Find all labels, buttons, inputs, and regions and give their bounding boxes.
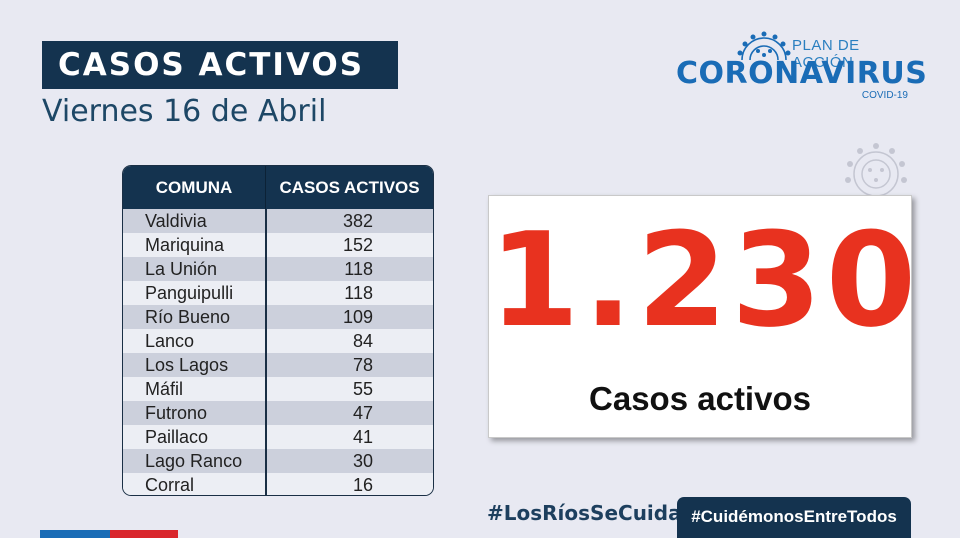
flag-bar-blue xyxy=(40,530,110,538)
table-row: Río Bueno 109 xyxy=(123,305,433,329)
casos-cell: 47 xyxy=(264,401,433,425)
table-row: Panguipulli 118 xyxy=(123,281,433,305)
casos-cell: 16 xyxy=(264,473,433,495)
table-header: COMUNA CASOS ACTIVOS xyxy=(123,166,433,209)
plan-logo: PLAN DE ACCIÓN CORONAVIRUS COVID-19 xyxy=(676,30,927,105)
table-row: Corral 16 xyxy=(123,473,433,495)
comuna-cell: Máfil xyxy=(145,379,184,399)
comuna-cell: Los Lagos xyxy=(145,355,229,375)
hashtag-los-rios: #LosRíosSeCuida xyxy=(487,501,682,525)
comuna-cell: Río Bueno xyxy=(145,307,231,327)
table-body: Valdivia 382 Mariquina 152 La Unión 118 Pan… xyxy=(123,209,433,495)
page-title: CASOS ACTIVOS xyxy=(42,41,398,89)
virus-decoration-icon xyxy=(845,143,907,197)
table-row: Máfil 55 xyxy=(123,377,433,401)
virus-icon xyxy=(737,31,791,60)
table-row: Mariquina 152 xyxy=(123,233,433,257)
comuna-cell: Mariquina xyxy=(145,235,225,255)
comuna-cell: Paillaco xyxy=(145,427,209,447)
hashtag-cuidemonos: #CuidémonosEntreTodos xyxy=(677,497,911,538)
logo-plan-text: PLAN DE ACCIÓN xyxy=(792,37,860,71)
table-row: Futrono 47 xyxy=(123,401,433,425)
cases-table: COMUNA CASOS ACTIVOS Valdivia 382 Mariqui… xyxy=(122,165,434,496)
total-cases-card: 1.230 Casos activos xyxy=(488,195,921,438)
header-casos-activos: CASOS ACTIVOS xyxy=(265,166,433,209)
table-row: Paillaco 41 xyxy=(123,425,433,449)
casos-cell: 41 xyxy=(264,425,433,449)
logo-coronavirus-text: CORONAVIRUS xyxy=(676,56,928,91)
casos-cell: 118 xyxy=(264,281,433,305)
casos-cell: 152 xyxy=(264,233,433,257)
comuna-cell: Panguipulli xyxy=(145,283,234,303)
casos-cell: 30 xyxy=(264,449,433,473)
casos-cell: 118 xyxy=(264,257,433,281)
table-row: Lago Ranco 30 xyxy=(123,449,433,473)
casos-cell: 109 xyxy=(264,305,433,329)
casos-cell: 55 xyxy=(264,377,433,401)
casos-cell: 78 xyxy=(264,353,433,377)
casos-cell: 84 xyxy=(264,329,433,353)
casos-cell: 382 xyxy=(264,209,433,233)
date-subtitle: Viernes 16 de Abril xyxy=(42,94,327,129)
table-row: La Unión 118 xyxy=(123,257,433,281)
comuna-cell: Corral xyxy=(145,475,195,495)
table-row: Lanco 84 xyxy=(123,329,433,353)
logo-covid-text: COVID-19 xyxy=(861,90,908,101)
table-row: Valdivia 382 xyxy=(123,209,433,233)
total-cases-label: Casos activos xyxy=(589,380,811,417)
comuna-cell: Futrono xyxy=(145,403,208,423)
comuna-cell: La Unión xyxy=(145,259,218,279)
comuna-cell: Valdivia xyxy=(145,211,207,231)
comuna-cell: Lago Ranco xyxy=(145,451,243,471)
table-row: Los Lagos 78 xyxy=(123,353,433,377)
total-cases-value: 1.230 xyxy=(489,204,921,356)
header-comuna: COMUNA xyxy=(155,178,233,197)
flag-bar-red xyxy=(110,530,178,538)
comuna-cell: Lanco xyxy=(145,331,195,351)
